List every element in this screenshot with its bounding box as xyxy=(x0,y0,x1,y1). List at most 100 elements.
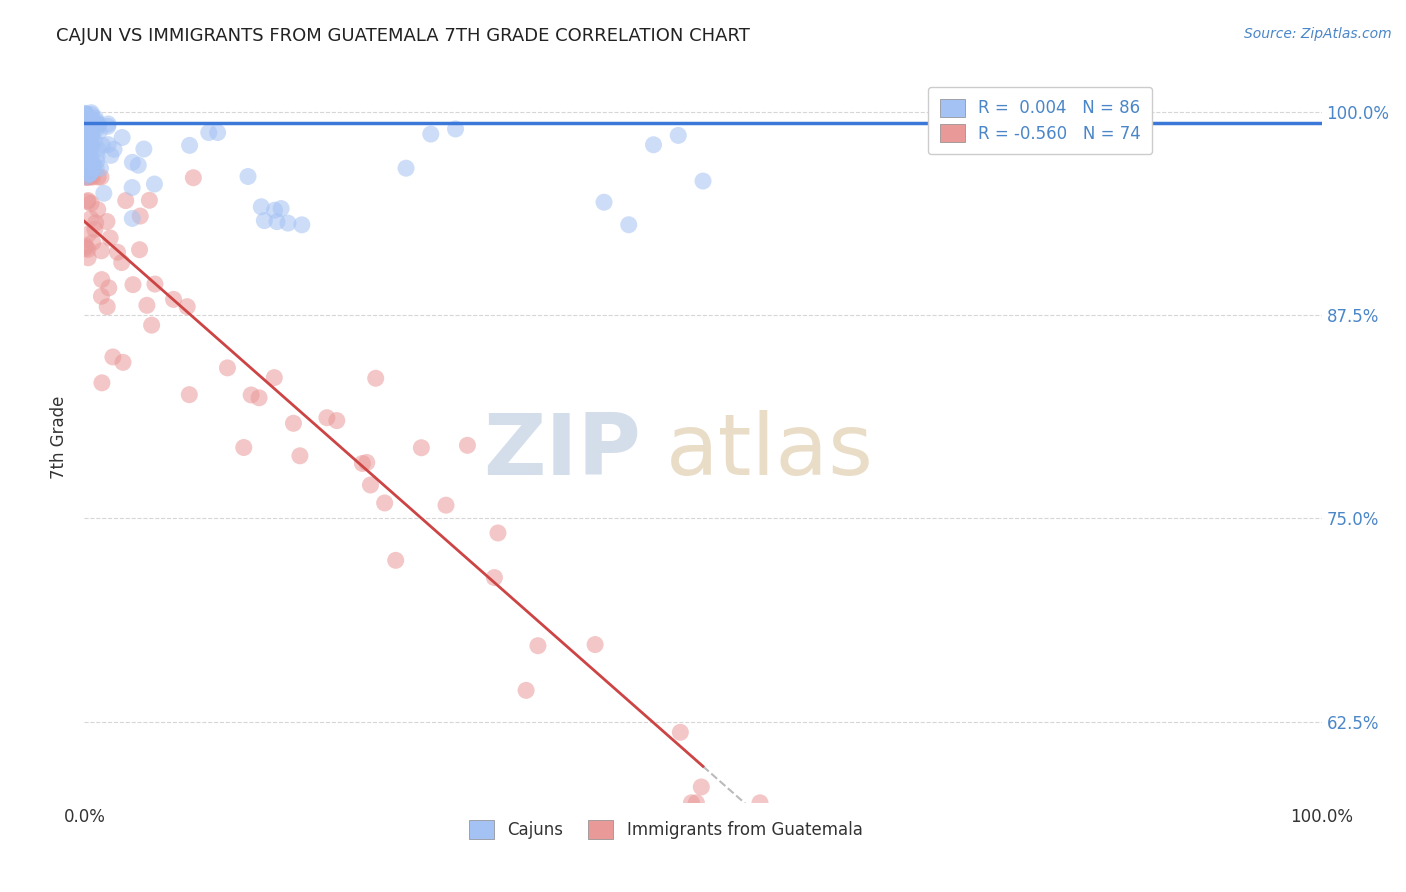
Point xyxy=(76,117,98,131)
Point xyxy=(75,107,97,121)
Point xyxy=(86,121,108,136)
Point xyxy=(77,149,100,163)
Point xyxy=(75,239,97,253)
Point xyxy=(111,255,134,269)
Point xyxy=(75,139,97,153)
Point xyxy=(100,148,122,162)
Point xyxy=(75,169,97,184)
Point xyxy=(76,169,98,184)
Point xyxy=(79,115,101,129)
Point xyxy=(121,155,143,169)
Point xyxy=(101,350,124,364)
Point xyxy=(86,154,108,169)
Y-axis label: 7th Grade: 7th Grade xyxy=(51,395,69,479)
Point xyxy=(97,117,120,131)
Point xyxy=(80,138,103,153)
Point xyxy=(111,355,134,369)
Point xyxy=(132,142,155,156)
Point xyxy=(84,111,107,125)
Point xyxy=(80,112,103,126)
Point xyxy=(484,570,506,584)
Point xyxy=(77,141,100,155)
Point xyxy=(86,149,108,163)
Point xyxy=(97,137,120,152)
Point xyxy=(374,496,396,510)
Point xyxy=(456,438,478,452)
Point xyxy=(253,213,276,227)
Point xyxy=(129,209,152,223)
Point xyxy=(356,455,378,469)
Point xyxy=(434,498,457,512)
Point xyxy=(77,152,100,166)
Point xyxy=(593,195,616,210)
Point xyxy=(76,120,98,135)
Point xyxy=(515,683,537,698)
Point xyxy=(82,169,104,184)
Point xyxy=(75,150,97,164)
Point xyxy=(527,639,550,653)
Point xyxy=(79,165,101,179)
Point xyxy=(277,216,299,230)
Point xyxy=(80,105,103,120)
Point xyxy=(82,159,104,173)
Point xyxy=(76,113,98,128)
Point xyxy=(179,138,201,153)
Point xyxy=(79,125,101,139)
Point xyxy=(197,126,219,140)
Point xyxy=(75,106,97,120)
Point xyxy=(326,413,349,427)
Point xyxy=(90,289,112,303)
Point xyxy=(80,139,103,153)
Point xyxy=(89,124,111,138)
Point xyxy=(77,146,100,161)
Point xyxy=(96,300,118,314)
Point xyxy=(266,215,288,229)
Point xyxy=(685,796,707,810)
Point xyxy=(75,107,97,121)
Point xyxy=(84,161,107,176)
Point xyxy=(80,126,103,140)
Point xyxy=(143,277,166,291)
Point xyxy=(96,214,118,228)
Point xyxy=(141,318,163,333)
Point xyxy=(83,222,105,236)
Point xyxy=(79,115,101,129)
Point xyxy=(690,780,713,794)
Point xyxy=(127,158,149,172)
Point xyxy=(77,251,100,265)
Point xyxy=(87,169,110,184)
Point xyxy=(179,387,201,401)
Point xyxy=(87,142,110,156)
Point xyxy=(270,202,292,216)
Point xyxy=(77,169,100,184)
Point xyxy=(107,245,129,260)
Text: ZIP: ZIP xyxy=(484,410,641,493)
Point xyxy=(90,169,112,184)
Point xyxy=(76,140,98,154)
Text: atlas: atlas xyxy=(666,410,875,493)
Point xyxy=(82,160,104,174)
Point xyxy=(80,196,103,211)
Point xyxy=(128,243,150,257)
Point xyxy=(263,370,285,384)
Point xyxy=(75,135,97,149)
Point xyxy=(749,796,772,810)
Point xyxy=(183,170,205,185)
Point xyxy=(75,161,97,176)
Point xyxy=(121,211,143,226)
Point xyxy=(80,154,103,169)
Legend: Cajuns, Immigrants from Guatemala: Cajuns, Immigrants from Guatemala xyxy=(463,814,869,846)
Point xyxy=(97,281,120,295)
Point xyxy=(283,417,305,431)
Point xyxy=(135,298,157,312)
Point xyxy=(82,235,104,250)
Point xyxy=(98,231,121,245)
Point xyxy=(87,118,110,132)
Point xyxy=(643,137,665,152)
Point xyxy=(316,410,339,425)
Point xyxy=(291,218,314,232)
Point xyxy=(77,194,100,208)
Point xyxy=(80,107,103,121)
Point xyxy=(395,161,418,176)
Text: CAJUN VS IMMIGRANTS FROM GUATEMALA 7TH GRADE CORRELATION CHART: CAJUN VS IMMIGRANTS FROM GUATEMALA 7TH G… xyxy=(56,27,751,45)
